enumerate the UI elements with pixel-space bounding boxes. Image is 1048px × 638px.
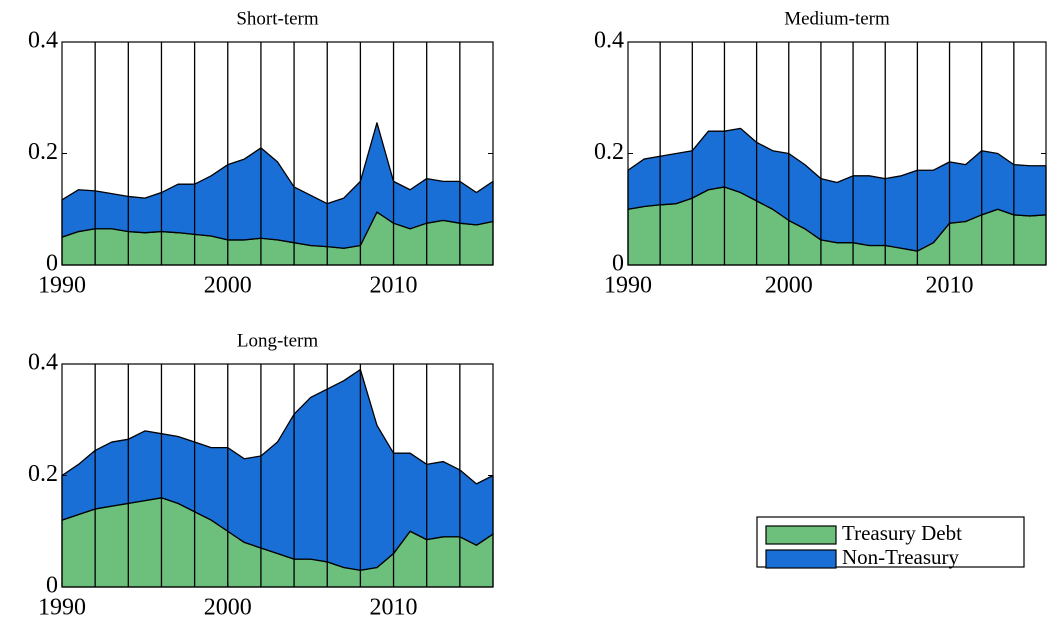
x-tick-label: 2010 [370, 273, 418, 299]
panel: Long-term 0 0.2 0.4 1990 2000 2010 [28, 330, 494, 621]
legend-swatch [765, 549, 837, 569]
panel-title: Short-term [236, 8, 319, 29]
x-tick-label: 2000 [765, 273, 813, 299]
x-tick-label: 1990 [604, 273, 652, 299]
x-tick-label: 2010 [926, 273, 974, 299]
x-tick-label: 2010 [370, 595, 418, 621]
y-tick-label: 0 [46, 251, 58, 277]
y-tick-label: 0.4 [28, 350, 58, 376]
y-tick-label: 0.4 [594, 28, 624, 54]
x-tick-label: 2000 [204, 595, 252, 621]
legend-label: Treasury Debt [842, 521, 962, 545]
y-tick-label: 0.4 [28, 28, 58, 54]
x-tick-label: 1990 [38, 273, 86, 299]
panel: Medium-term 0 0.2 0.4 1990 2000 2010 [594, 8, 1047, 299]
y-tick-label: 0 [46, 573, 58, 599]
y-tick-label: 0.2 [28, 139, 58, 165]
x-tick-label: 1990 [38, 595, 86, 621]
y-tick-label: 0.2 [594, 139, 624, 165]
legend-swatch [765, 525, 837, 545]
y-tick-label: 0 [612, 251, 624, 277]
legend-label: Non-Treasury [842, 545, 960, 569]
panel: Short-term 0 0.2 0.4 1990 2000 2010 [28, 8, 494, 299]
panel-title: Medium-term [784, 8, 890, 29]
x-tick-label: 2000 [204, 273, 252, 299]
panel-title: Long-term [237, 330, 318, 351]
y-tick-label: 0.2 [28, 461, 58, 487]
